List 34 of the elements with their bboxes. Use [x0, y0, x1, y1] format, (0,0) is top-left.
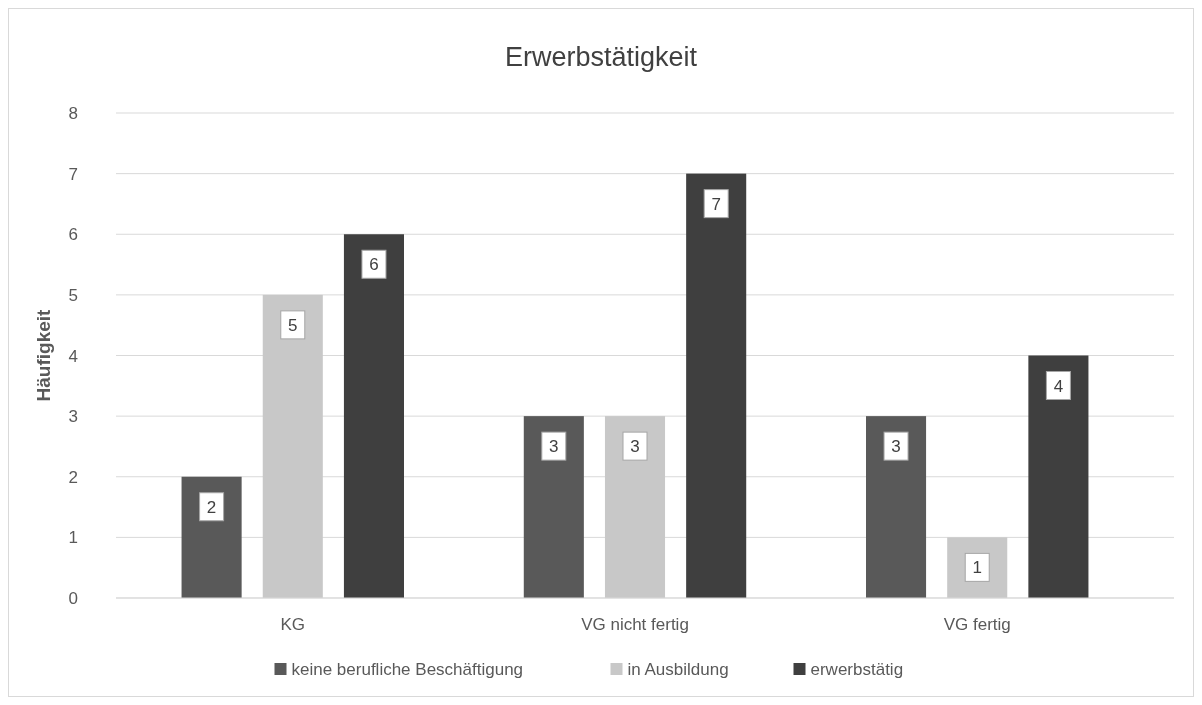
y-tick-label: 8: [68, 104, 78, 123]
bar: [1028, 355, 1089, 598]
data-label: 3: [630, 437, 640, 457]
y-tick-label: 5: [68, 285, 78, 305]
y-tick-label: 3: [68, 407, 78, 427]
y-tick-label: 1: [68, 528, 78, 548]
data-label: 6: [369, 255, 379, 275]
bar: [181, 476, 242, 598]
data-label: 1: [972, 558, 982, 578]
bar: [866, 416, 927, 598]
y-tick-label: 6: [68, 225, 78, 245]
x-tick-label: VG fertig: [943, 615, 1011, 634]
x-tick-label: KG: [280, 615, 306, 634]
y-tick-label: 0: [68, 589, 78, 608]
legend-label: erwerbstätig: [810, 660, 904, 679]
legend-label: in Ausbildung: [627, 660, 729, 679]
data-label: 5: [288, 315, 298, 335]
y-axis-title: Häufigkeit: [33, 308, 54, 402]
legend-label: keine berufliche Beschäftigung: [291, 660, 524, 679]
data-label: 3: [891, 437, 901, 457]
x-tick-label: VG nicht fertig: [581, 615, 689, 634]
chart-title: Erwerbstätigkeit: [504, 42, 698, 72]
bar: [523, 416, 584, 598]
data-label: 3: [549, 437, 559, 457]
bar: [686, 173, 747, 598]
data-label: 4: [1053, 376, 1064, 396]
data-label: 2: [206, 497, 217, 517]
bar: [604, 416, 666, 598]
y-tick-label: 2: [68, 467, 78, 487]
bar: [262, 294, 323, 598]
y-tick-label: 4: [68, 346, 78, 366]
data-label: 7: [711, 194, 721, 214]
y-tick-label: 7: [68, 164, 78, 184]
bar: [343, 234, 404, 598]
